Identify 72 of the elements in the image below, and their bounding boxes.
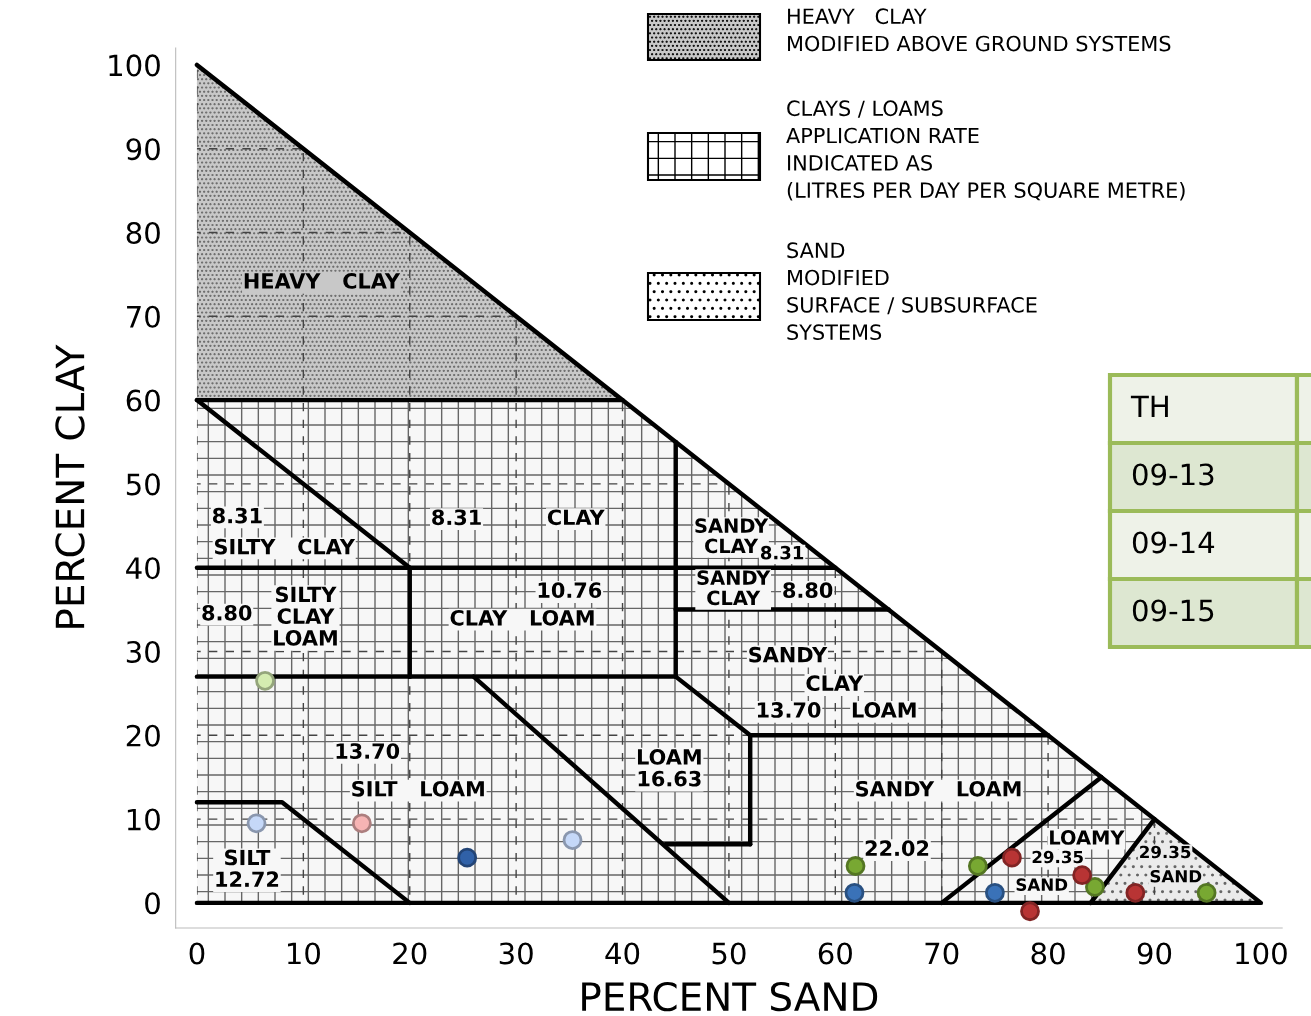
- point: [1072, 865, 1093, 886]
- x-tick-label: 0: [189, 942, 205, 965]
- point: [562, 830, 583, 850]
- y-tick-label: 70: [127, 305, 160, 328]
- annotation: 10.76: [538, 582, 602, 599]
- y-tick-label: 80: [126, 221, 160, 244]
- annotation: 09-13: [1132, 463, 1214, 486]
- annotation: SILT LOAM: [352, 780, 484, 797]
- point: [1125, 882, 1146, 903]
- annotation: LOAM: [852, 702, 916, 718]
- x-tick-label: 70: [925, 942, 959, 965]
- annotation: CLAY: [806, 675, 864, 692]
- point: [967, 856, 988, 876]
- y-tick-label: 50: [126, 473, 160, 496]
- annotation: SANDY CLAY: [697, 570, 771, 606]
- annotation: CLAYS / LOAMS APPLICATION RATE INDICATED AS (LITRES PER DAY PER SQUARE METRE): [786, 100, 1185, 201]
- point: [844, 882, 865, 903]
- y-tick-label: 40: [126, 557, 160, 580]
- annotation: 09-14: [1132, 531, 1215, 554]
- annotation: 22.02: [865, 840, 929, 857]
- x-tick-label: 100: [1236, 942, 1287, 965]
- annotation: SAND: [1016, 878, 1068, 891]
- y-tick-label: 20: [126, 724, 160, 747]
- point: [985, 882, 1005, 903]
- x-tick-label: 40: [605, 942, 640, 965]
- y-tick-label: 90: [126, 138, 160, 161]
- x-tick-label: 20: [393, 942, 427, 965]
- point: [1085, 877, 1105, 897]
- y-tick-label: 60: [126, 389, 160, 412]
- annotation: SANDY LOAM: [856, 780, 1021, 797]
- annotation: TH: [1130, 395, 1168, 418]
- annotation: SAND MODIFIED SURFACE / SUBSURFACE SYSTEMS: [787, 242, 1037, 340]
- y-tick-label: 100: [109, 54, 160, 77]
- x-tick-label: 60: [818, 942, 852, 965]
- annotation: SAND: [1150, 869, 1202, 883]
- annotation: 29.35: [1032, 850, 1083, 864]
- annotation: LOAMY: [1050, 830, 1125, 845]
- x-tick-label: 10: [287, 942, 320, 965]
- y-tick-label: 0: [145, 892, 160, 915]
- annotation: CLAY LOAM: [450, 609, 594, 626]
- annotation: 13.70: [336, 743, 400, 759]
- point: [246, 813, 267, 834]
- annotation: CLAY: [547, 509, 605, 526]
- annotation: LOAM 16.63: [637, 749, 701, 787]
- x-tick-label: 90: [1137, 942, 1172, 965]
- x-tick-label: 50: [712, 942, 746, 965]
- annotation: 13.70: [757, 702, 821, 718]
- y-tick-label: 30: [126, 640, 160, 663]
- annotation: 8.31: [212, 507, 262, 524]
- annotation: 29.35: [1140, 845, 1191, 859]
- annotation: SANDY: [749, 646, 828, 663]
- point: [1196, 882, 1217, 903]
- point: [457, 847, 478, 868]
- annotation: SILT 12.72: [216, 849, 279, 887]
- annotation: SILTY CLAY: [214, 538, 356, 555]
- point: [255, 670, 275, 691]
- annotation: 8.80: [783, 582, 833, 599]
- point: [1020, 901, 1040, 922]
- annotation: HEAVY CLAY: [244, 273, 401, 289]
- annotation: HEAVY CLAY MODIFIED ABOVE GROUND SYSTEMS: [788, 8, 1171, 52]
- x-tick-label: 30: [499, 942, 533, 965]
- point: [1002, 847, 1022, 868]
- annotation: 8.31: [432, 509, 481, 526]
- annotation: 09-15: [1132, 599, 1214, 622]
- point: [845, 856, 866, 876]
- y-axis-title: PERCENT CLAY: [55, 344, 85, 628]
- annotation: 8.80: [202, 604, 252, 621]
- x-axis-title: PERCENT SAND: [582, 981, 878, 1012]
- annotation: SILTY CLAY LOAM: [274, 586, 337, 646]
- x-tick-label: 80: [1031, 942, 1065, 965]
- y-tick-label: 10: [127, 808, 160, 831]
- point: [351, 813, 372, 834]
